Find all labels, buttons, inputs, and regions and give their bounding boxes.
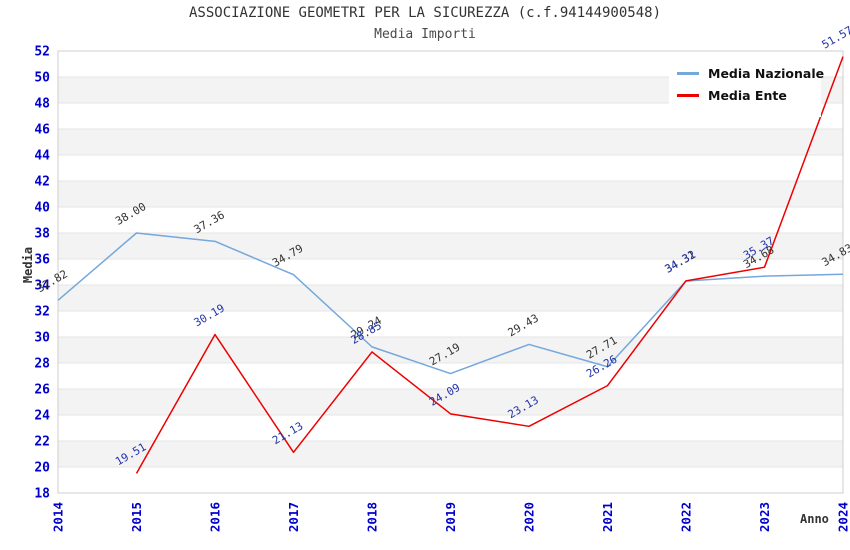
- y-tick-label: 18: [34, 487, 50, 502]
- y-tick-label: 48: [34, 97, 50, 112]
- x-tick-label: 2021: [600, 502, 615, 532]
- point-label: 51.57: [820, 24, 850, 52]
- legend-label: Media Ente: [708, 88, 787, 103]
- x-tick-label: 2019: [443, 502, 458, 532]
- y-tick-label: 52: [34, 45, 50, 60]
- chart-title: ASSOCIAZIONE GEOMETRI PER LA SICUREZZA (…: [188, 5, 661, 21]
- y-tick-label: 34: [34, 279, 50, 294]
- x-tick-label: 2024: [836, 502, 850, 532]
- y-tick-label: 26: [34, 383, 50, 398]
- point-label: 37.36: [192, 208, 227, 236]
- plot-band: [58, 441, 843, 467]
- x-tick-label: 2018: [365, 502, 380, 532]
- point-label: 29.43: [506, 311, 541, 339]
- y-axis-title: Media: [21, 246, 35, 284]
- x-tick-label: 2022: [679, 502, 694, 532]
- x-tick-label: 2017: [286, 502, 301, 532]
- y-tick-label: 20: [34, 461, 50, 476]
- plot-band: [58, 389, 843, 415]
- y-tick-label: 22: [34, 435, 50, 450]
- legend-item-media-nazionale: Media Nazionale: [677, 66, 824, 81]
- y-tick-label: 38: [34, 227, 50, 242]
- plot-band: [58, 337, 843, 363]
- y-tick-label: 32: [34, 305, 50, 320]
- media-ente-line-swatch-icon: [677, 94, 699, 97]
- x-tick-label: 2023: [757, 502, 772, 532]
- chart-subtitle: Media Importi: [374, 27, 476, 42]
- y-tick-label: 36: [34, 253, 50, 268]
- plot-border: [57, 50, 844, 494]
- y-tick-label: 40: [34, 201, 50, 216]
- y-tick-label: 24: [34, 409, 50, 424]
- y-tick-label: 50: [34, 71, 50, 86]
- legend-label: Media Nazionale: [708, 66, 825, 81]
- series-line-media-ente: [135, 56, 844, 474]
- plot-band: [58, 129, 843, 155]
- y-tick-label: 42: [34, 175, 50, 190]
- plot-band: [58, 233, 843, 259]
- legend-item-media-ente: Media Ente: [677, 88, 815, 103]
- y-tick-label: 46: [34, 123, 50, 138]
- series-line-media-nazionale: [57, 232, 844, 375]
- plot-band: [58, 285, 843, 311]
- plot-band: [58, 181, 843, 207]
- x-tick-label: 2015: [129, 502, 144, 532]
- legend: Media Nazionale Media Ente: [669, 56, 824, 117]
- x-axis-title: Anno: [800, 512, 829, 526]
- media-nazionale-line-swatch-icon: [677, 72, 699, 75]
- y-tick-label: 30: [34, 331, 50, 346]
- y-tick-label: 44: [34, 149, 50, 164]
- x-tick-label: 2020: [522, 502, 537, 532]
- x-tick-label: 2014: [51, 502, 66, 532]
- x-tick-label: 2016: [208, 502, 223, 532]
- y-tick-label: 28: [34, 357, 50, 372]
